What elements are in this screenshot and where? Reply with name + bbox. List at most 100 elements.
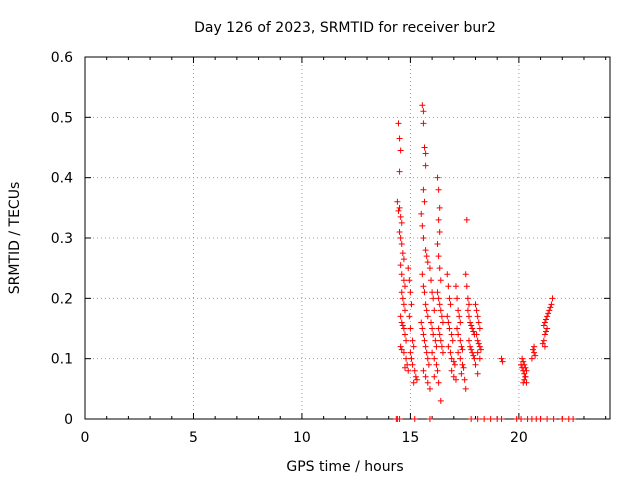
data-point: [519, 355, 526, 362]
data-point: [405, 367, 412, 374]
data-point: [444, 271, 451, 278]
data-point: [455, 331, 462, 338]
data-point: [462, 385, 469, 392]
data-point: [394, 198, 401, 205]
data-point: [401, 283, 408, 290]
data-point: [397, 313, 404, 320]
data-point: [445, 343, 452, 350]
data-point: [436, 228, 443, 235]
data-point: [472, 301, 479, 308]
data-point: [474, 337, 481, 344]
data-point: [411, 367, 418, 374]
y-axis-label: SRMTID / TECUs: [7, 182, 23, 295]
data-point: [452, 376, 459, 383]
data-point: [429, 349, 436, 356]
data-point: [411, 416, 418, 422]
data-point: [397, 235, 404, 241]
data-point: [550, 416, 557, 422]
data-point: [523, 367, 530, 374]
data-point: [544, 416, 551, 422]
data-point: [395, 120, 402, 127]
data-point: [545, 310, 552, 317]
data-point: [396, 228, 403, 235]
data-point: [418, 319, 425, 326]
data-point: [464, 295, 471, 302]
data-point: [452, 283, 459, 290]
data-point: [422, 301, 429, 308]
data-point: [420, 367, 427, 374]
data-point: [428, 319, 435, 326]
data-point: [570, 416, 577, 422]
data-point: [465, 301, 472, 308]
data-point: [462, 271, 469, 278]
data-point: [421, 337, 428, 344]
data-point: [420, 186, 427, 193]
data-point: [419, 222, 426, 229]
data-point: [422, 150, 429, 157]
data-point: [423, 253, 430, 260]
y-tick-label: 0.5: [51, 110, 73, 126]
data-point: [431, 307, 438, 314]
data-point: [541, 343, 548, 350]
data-point: [546, 307, 553, 314]
data-point: [481, 416, 488, 422]
data-point: [419, 102, 426, 109]
data-point: [408, 355, 415, 362]
data-point: [398, 241, 405, 248]
data-point: [521, 370, 528, 377]
data-point: [465, 313, 472, 320]
data-point: [429, 325, 436, 332]
data-point: [540, 337, 547, 344]
data-point: [543, 328, 550, 335]
data-point: [437, 337, 444, 344]
data-point: [474, 349, 481, 356]
data-point: [498, 355, 505, 362]
data-point: [399, 295, 406, 302]
data-point: [457, 337, 464, 344]
axis-ticks: 0 5 10 15 20 0 0.1 0.2 0.3 0.4 0.5 0.6: [51, 50, 610, 446]
data-point: [474, 370, 481, 377]
x-tick-label: 10: [293, 430, 311, 446]
data-point: [396, 135, 403, 142]
data-point: [422, 343, 429, 350]
data-point: [406, 277, 413, 284]
data-point: [420, 331, 427, 338]
data-point: [435, 325, 442, 332]
data-point: [420, 283, 427, 290]
data-point: [400, 277, 407, 284]
data-point: [437, 397, 444, 404]
data-point: [458, 370, 465, 377]
data-point: [398, 289, 405, 296]
data-point: [458, 343, 465, 350]
data-point: [476, 355, 483, 362]
data-point: [434, 367, 441, 374]
y-tick-label: 0.4: [51, 171, 73, 187]
data-point: [424, 379, 431, 386]
data-point: [474, 416, 481, 422]
data-point: [455, 307, 462, 314]
data-point: [447, 301, 454, 308]
y-tick-label: 0.3: [51, 231, 73, 247]
data-point: [464, 307, 471, 314]
data-point: [559, 416, 566, 422]
data-point: [499, 358, 506, 365]
data-point: [439, 349, 446, 356]
data-point: [468, 416, 475, 422]
plot-frame: [84, 56, 611, 420]
data-point: [473, 331, 480, 338]
data-point: [428, 277, 435, 284]
chart-title: Day 126 of 2023, SRMTID for receiver bur…: [194, 20, 496, 36]
data-point: [445, 319, 452, 326]
data-point: [549, 295, 556, 302]
data-point: [456, 313, 463, 320]
data-point: [397, 213, 404, 220]
data-point: [407, 325, 414, 332]
data-point: [424, 313, 431, 320]
data-point: [447, 349, 454, 356]
data-point: [521, 376, 528, 383]
data-point: [405, 265, 412, 272]
data-point: [469, 325, 476, 332]
data-point: [410, 343, 417, 350]
data-point: [421, 144, 428, 151]
data-point: [436, 301, 443, 308]
